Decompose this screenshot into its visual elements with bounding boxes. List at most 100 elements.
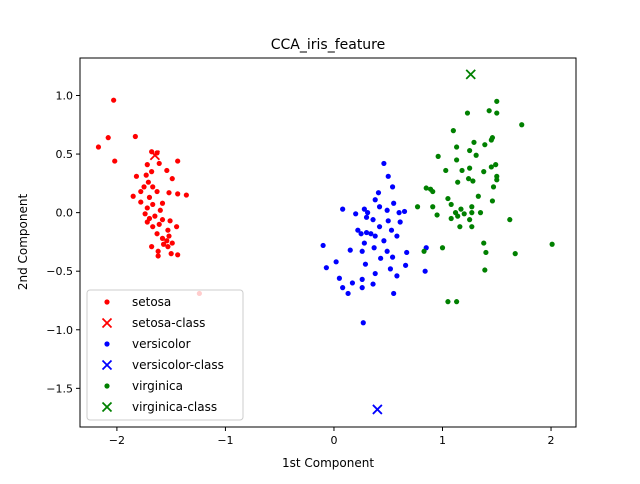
versicolor-point (340, 285, 346, 291)
versicolor-point (394, 233, 400, 239)
setosa-class-marker (149, 150, 161, 161)
virginica-point (423, 185, 429, 191)
setosa-point (95, 144, 102, 150)
versicolor-point (422, 268, 428, 274)
legend-entry: versicolor-class (132, 358, 224, 372)
virginica-point (439, 245, 446, 251)
versicolor-point (353, 211, 359, 217)
x-tick-label: −2 (109, 434, 125, 447)
versicolor-point (404, 249, 410, 256)
x-tick-label: 0 (330, 434, 337, 447)
setosa-point (164, 167, 170, 174)
versicolor-point (375, 190, 382, 196)
x-tick-label: 2 (548, 434, 555, 447)
legend: setosa setosa-class versicolor versicolor-c… (86, 289, 244, 421)
virginica-point (461, 211, 467, 217)
versicolor-point (349, 280, 356, 286)
versicolor-point (372, 270, 378, 277)
setosa-point (146, 194, 153, 200)
virginica-point (435, 153, 441, 159)
virginica-point (469, 210, 475, 216)
legend-entry: virginica (132, 379, 183, 393)
virginica-point (473, 152, 479, 158)
setosa-point (138, 188, 144, 195)
versicolor-point (378, 255, 384, 261)
versicolor-point (363, 214, 370, 220)
legend-entry: versicolor (132, 337, 191, 351)
versicolor-point (372, 197, 378, 203)
versicolor-point (365, 210, 371, 216)
setosa-point (175, 191, 181, 197)
versicolor-point (384, 207, 390, 213)
virginica-point (490, 184, 497, 190)
virginica-point (475, 193, 481, 199)
virginica-class-marker (465, 69, 476, 80)
versicolor-point (389, 254, 396, 260)
setosa-point (156, 221, 162, 227)
y-tick-label: 0.0 (56, 207, 74, 220)
setosa-point (112, 158, 118, 164)
setosa-point (155, 248, 161, 254)
virginica-point (494, 110, 500, 116)
versicolor-point (368, 231, 374, 237)
versicolor-point (397, 219, 403, 225)
setosa-point (167, 218, 173, 224)
versicolor-point (362, 261, 369, 267)
setosa-point (160, 241, 167, 247)
versicolor-point (372, 233, 378, 239)
versicolor-point (401, 208, 408, 215)
versicolor-point (391, 290, 397, 297)
virginica-point (477, 210, 484, 216)
virginica-point (454, 144, 460, 150)
virginica-point (414, 204, 421, 210)
legend-frame (86, 289, 244, 421)
y-axis-label: 2nd Component (16, 194, 30, 291)
setosa-point (152, 213, 158, 219)
versicolor-point (385, 218, 391, 224)
setosa-point (169, 176, 175, 182)
versicolor-point (396, 210, 402, 216)
versicolor-point (345, 290, 351, 297)
virginica-point (467, 147, 473, 154)
versicolor-point (361, 240, 367, 246)
virginica-point (549, 241, 555, 247)
setosa-point (149, 244, 155, 250)
versicolor-point (370, 281, 376, 287)
virginica-point (482, 267, 488, 273)
setosa-point (169, 240, 175, 246)
x-axis-label: 1st Component (282, 456, 374, 470)
versicolor-point (360, 320, 366, 326)
virginica-point (445, 195, 451, 202)
versicolor-point (361, 206, 367, 212)
setosa-point (168, 251, 174, 257)
versicolor-point (359, 276, 365, 282)
setosa-point (166, 233, 172, 239)
virginica-point (469, 204, 475, 210)
virginica-point (493, 162, 499, 168)
y-tick-label: −1.5 (46, 382, 73, 395)
virginica-point (512, 251, 518, 257)
versicolor-point (363, 229, 370, 236)
setosa-point (164, 238, 170, 244)
versicolor-point (385, 173, 391, 179)
legend-entry: setosa (132, 295, 171, 309)
plot-area (95, 69, 555, 415)
versicolor-point (387, 266, 394, 272)
virginica-point (488, 137, 494, 143)
y-tick-label: −1.0 (46, 324, 73, 337)
virginica-point (430, 188, 436, 195)
virginica-point (470, 178, 476, 184)
setosa-point (175, 158, 181, 164)
virginica-point (458, 206, 464, 212)
setosa-point (149, 169, 155, 175)
virginica-point (467, 217, 473, 223)
setosa-point (105, 135, 111, 141)
virginica-point (486, 108, 492, 114)
setosa-point (150, 184, 156, 190)
virginica-point (469, 224, 475, 230)
versicolor-point (403, 262, 409, 268)
virginica-point (455, 179, 461, 185)
virginica-point (443, 167, 449, 174)
setosa-point (144, 162, 150, 168)
